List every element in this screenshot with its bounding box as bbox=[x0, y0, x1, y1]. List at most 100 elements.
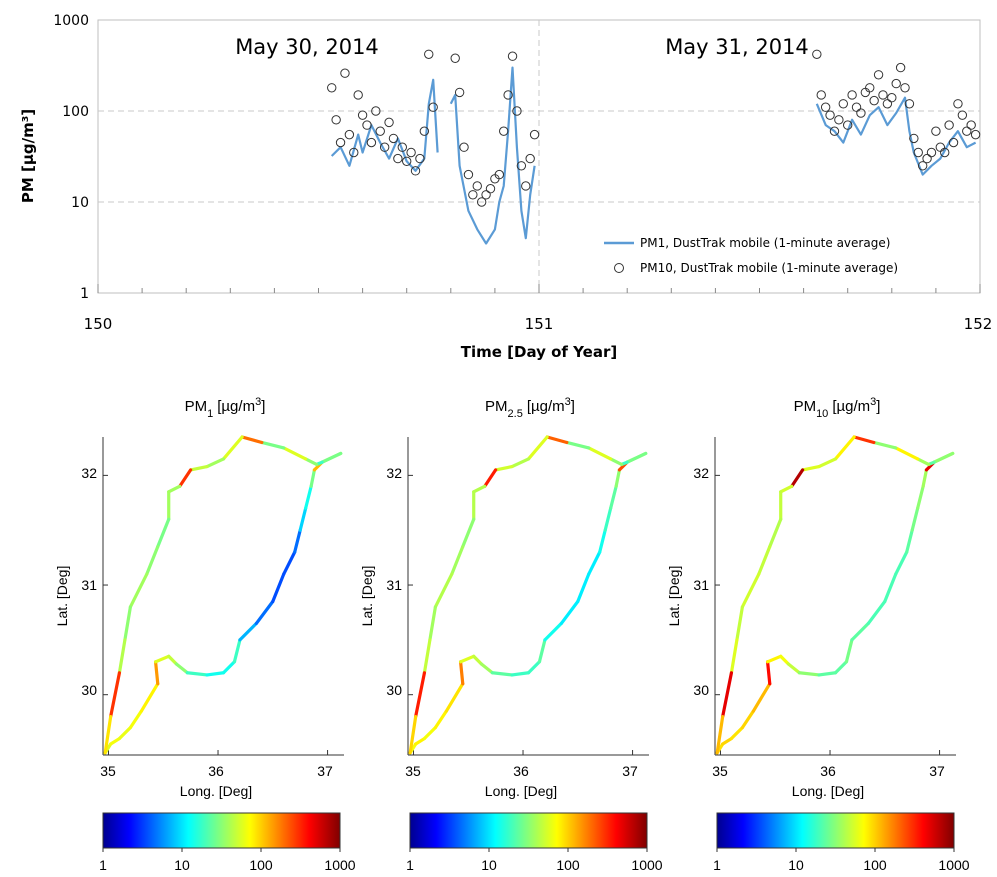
route-segment bbox=[765, 654, 783, 664]
map-panel-pm25: PM2.5 [µg/m3] 30 31 32 35 36 37 Long. [De… bbox=[359, 396, 663, 873]
data-point-pm10 bbox=[922, 153, 932, 164]
data-point-pm10 bbox=[873, 70, 884, 80]
data-point-pm10 bbox=[878, 90, 888, 100]
data-point-pm10 bbox=[829, 126, 840, 136]
route-segment bbox=[932, 451, 955, 464]
route-segment bbox=[729, 725, 744, 741]
route-segment bbox=[740, 709, 755, 730]
route-segment bbox=[139, 682, 160, 713]
route-segment bbox=[905, 528, 914, 554]
x-tick-label: 36 bbox=[820, 763, 836, 779]
route-segment bbox=[414, 736, 427, 746]
panel-title: PM10 [µg/m3] bbox=[794, 396, 881, 420]
data-point-pm10 bbox=[525, 153, 535, 164]
colorbar-ticks bbox=[716, 848, 955, 852]
map-panel-pm10: PM10 [µg/m3] 30 31 32 35 36 37 Long. [Deg… bbox=[666, 396, 970, 873]
route-segment bbox=[103, 715, 113, 755]
colorbar-tick-label: 100 bbox=[556, 857, 580, 873]
y-tick-label: 100 bbox=[62, 104, 89, 120]
route-segment bbox=[510, 671, 531, 677]
data-point-pm10 bbox=[851, 102, 862, 112]
route-segment bbox=[232, 638, 242, 664]
route-segment bbox=[185, 671, 209, 677]
colorbar-tick-label: 1000 bbox=[938, 857, 969, 873]
data-point-pm10 bbox=[820, 102, 831, 112]
data-point-pm10 bbox=[966, 120, 976, 130]
route-segment bbox=[238, 621, 258, 642]
x-tick-label: 37 bbox=[929, 763, 945, 779]
data-point-pm10 bbox=[512, 106, 522, 116]
panel-title: PM1 [µg/m3] bbox=[185, 396, 266, 420]
data-point-pm10 bbox=[327, 83, 337, 93]
x-tick-label: 37 bbox=[622, 763, 638, 779]
route-segment bbox=[598, 528, 607, 554]
colorbar bbox=[102, 812, 341, 849]
y-axis-label: PM [µg/m³] bbox=[19, 109, 37, 203]
route-segment bbox=[293, 528, 302, 554]
y-axis-label: Lat. [Deg] bbox=[359, 566, 375, 627]
data-point-pm10 bbox=[494, 169, 505, 180]
route-segment bbox=[433, 572, 454, 609]
colorbar-tick-label: 1000 bbox=[631, 857, 662, 873]
colorbar-tick-label: 1000 bbox=[324, 857, 355, 873]
legend-marker-swatch bbox=[614, 263, 624, 273]
y-tick-label: 32 bbox=[386, 465, 402, 481]
route-segment bbox=[178, 468, 193, 488]
route-segment bbox=[721, 736, 734, 746]
y-tick-label: 31 bbox=[386, 577, 402, 593]
route-segment bbox=[729, 638, 739, 675]
route-segment bbox=[450, 545, 465, 576]
x-tick-label: 150 bbox=[84, 315, 113, 333]
route-segment bbox=[872, 440, 898, 450]
data-point-pm10 bbox=[357, 110, 368, 120]
route-segment bbox=[260, 440, 286, 450]
route-segment bbox=[797, 671, 821, 677]
route-segment bbox=[240, 435, 264, 445]
data-point-pm10 bbox=[962, 126, 972, 136]
route-segment bbox=[109, 736, 122, 746]
route-segment bbox=[408, 715, 418, 755]
route-segment bbox=[609, 484, 618, 510]
data-point-pm10 bbox=[379, 142, 390, 152]
route-segment bbox=[458, 660, 465, 686]
route-segment bbox=[537, 638, 547, 664]
route-segment bbox=[850, 621, 870, 642]
x-axis-label: Long. [Deg] bbox=[485, 783, 557, 799]
route-segment bbox=[479, 662, 494, 675]
x-tick-label: 36 bbox=[208, 763, 224, 779]
y-tick-label: 32 bbox=[693, 465, 709, 481]
data-point-pm10 bbox=[384, 117, 394, 128]
data-point-pm10 bbox=[419, 126, 430, 136]
x-axis-label: Time [Day of Year] bbox=[461, 343, 617, 361]
data-point-pm10 bbox=[909, 133, 919, 144]
route-segment bbox=[852, 435, 876, 445]
data-point-pm10 bbox=[362, 120, 372, 130]
legend-label: PM1, DustTrak mobile (1-minute average) bbox=[640, 236, 890, 250]
colorbar-tick-label: 10 bbox=[788, 857, 804, 873]
colorbar bbox=[409, 812, 648, 849]
route-segment bbox=[603, 506, 613, 532]
route-segment bbox=[510, 457, 531, 469]
data-point-pm10 bbox=[459, 142, 469, 152]
data-point-pm10 bbox=[340, 68, 350, 78]
data-point-pm10 bbox=[485, 184, 496, 194]
x-tick-label: 35 bbox=[100, 763, 116, 779]
data-point-pm10 bbox=[935, 142, 946, 152]
data-point-pm10 bbox=[529, 129, 540, 140]
route-segment bbox=[625, 451, 648, 464]
y-tick-label: 10 bbox=[71, 195, 89, 211]
route-segment bbox=[123, 605, 132, 642]
route-segment bbox=[833, 660, 849, 675]
route-segment bbox=[786, 662, 801, 675]
route-segment bbox=[526, 660, 542, 675]
route-segment bbox=[221, 660, 237, 675]
route-segment bbox=[128, 709, 143, 730]
colorbar-tick-label: 100 bbox=[249, 857, 273, 873]
data-point-pm10 bbox=[812, 49, 822, 59]
colorbar-tick-label: 1 bbox=[713, 857, 721, 873]
data-point-pm10 bbox=[335, 137, 346, 148]
data-point-pm10 bbox=[499, 126, 509, 136]
route-segment bbox=[894, 550, 909, 576]
data-point-pm10 bbox=[931, 126, 941, 136]
data-point-pm10 bbox=[970, 129, 981, 140]
